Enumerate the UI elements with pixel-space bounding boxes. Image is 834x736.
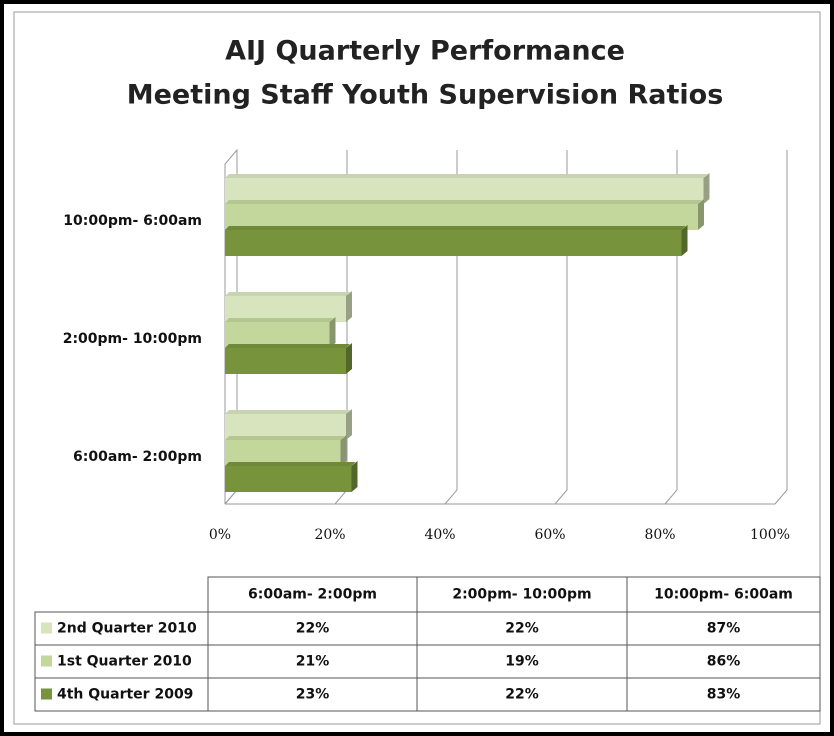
bar-side <box>698 199 704 230</box>
table-border <box>34 611 821 712</box>
x-tick-label: 80% <box>644 527 675 543</box>
bar-side <box>351 461 358 492</box>
bar-top <box>225 344 350 348</box>
bar-top <box>225 174 708 178</box>
legend-swatch <box>41 655 52 667</box>
bar-side <box>346 409 352 440</box>
bar <box>225 230 682 256</box>
bar <box>225 322 330 348</box>
legend-label: 1st Quarter 2010 <box>57 654 192 670</box>
bar <box>225 466 352 492</box>
legend-label: 4th Quarter 2009 <box>57 687 193 703</box>
table-value: 22% <box>296 621 330 637</box>
legend-swatch <box>41 688 52 700</box>
bar <box>225 348 346 374</box>
legend-label: 2nd Quarter 2010 <box>57 621 197 637</box>
legend-swatch <box>41 622 52 634</box>
bar-side <box>681 225 688 256</box>
x-tick-label: 0% <box>209 527 231 543</box>
table-value: 21% <box>296 654 330 670</box>
bar <box>225 414 346 440</box>
bar <box>225 204 698 230</box>
bar-top <box>225 462 356 466</box>
x-tick-label: 60% <box>534 527 565 543</box>
table-value: 22% <box>505 621 539 637</box>
bar-top <box>225 410 350 414</box>
chart-title: Meeting Staff Youth Supervision Ratios <box>127 80 724 111</box>
table-header: 10:00pm- 6:00am <box>654 587 793 603</box>
grid-line <box>774 150 788 505</box>
bar-top <box>225 436 345 440</box>
bar <box>225 440 341 466</box>
table-value: 87% <box>707 621 741 637</box>
bar-side <box>346 291 352 322</box>
table-value: 86% <box>707 654 741 670</box>
category-label: 2:00pm- 10:00pm <box>63 331 202 347</box>
x-tick-label: 20% <box>314 527 345 543</box>
table-header: 2:00pm- 10:00pm <box>452 587 591 603</box>
category-label: 10:00pm- 6:00am <box>63 213 202 229</box>
table-value: 83% <box>707 687 741 703</box>
grid-line <box>664 150 678 505</box>
table-value: 19% <box>505 654 539 670</box>
grid-line <box>554 150 568 505</box>
x-tick-label: 100% <box>750 527 790 543</box>
bar-top <box>225 200 702 204</box>
grid-line <box>444 150 458 505</box>
bar-side <box>340 435 347 466</box>
chart-title: AIJ Quarterly Performance <box>225 36 625 67</box>
table-value: 22% <box>505 687 539 703</box>
table-value: 23% <box>296 687 330 703</box>
chart-border <box>13 11 821 725</box>
bar-side <box>329 317 336 348</box>
bar-top <box>225 226 686 230</box>
table-header: 6:00am- 2:00pm <box>248 587 377 603</box>
x-tick-label: 40% <box>424 527 455 543</box>
bar <box>225 296 346 322</box>
bar-side <box>346 343 352 374</box>
bar-top <box>225 318 334 322</box>
bar-top <box>225 292 350 296</box>
category-label: 6:00am- 2:00pm <box>73 449 202 465</box>
bar <box>225 178 704 204</box>
bar-side <box>703 173 710 204</box>
